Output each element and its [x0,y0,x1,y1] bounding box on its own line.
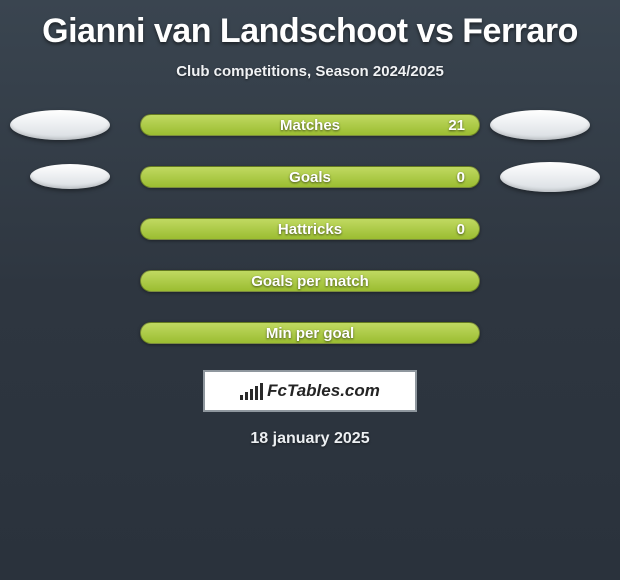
logo-bars-icon [240,382,263,400]
stat-bar: Matches 21 [140,114,480,136]
stat-label: Goals per match [141,271,479,291]
stat-row: Min per goal [0,318,620,348]
ellipse-left [30,164,110,189]
stats-rows: Matches 21 Goals 0 Hattricks 0 Goals per… [0,98,620,348]
logo-bar [250,389,253,400]
logo-box: FcTables.com [203,370,417,412]
stat-row: Goals per match [0,266,620,296]
logo-bar [245,392,248,400]
stat-label: Matches [141,115,479,135]
logo-text: FcTables.com [267,381,380,401]
ellipse-right [490,110,590,140]
page-subtitle: Club competitions, Season 2024/2025 [0,57,620,98]
stat-bar: Hattricks 0 [140,218,480,240]
date-text: 18 january 2025 [0,412,620,448]
stat-bar: Goals 0 [140,166,480,188]
logo-bar [255,386,258,400]
stat-value-right: 21 [448,115,465,135]
stat-row: Matches 21 [0,110,620,140]
logo-bar [260,383,263,400]
page-title: Gianni van Landschoot vs Ferraro [0,0,620,57]
stat-label: Goals [141,167,479,187]
ellipse-right [500,162,600,192]
stat-value-right: 0 [457,219,465,239]
stat-bar: Goals per match [140,270,480,292]
ellipse-left [10,110,110,140]
stat-row: Goals 0 [0,162,620,192]
stat-label: Min per goal [141,323,479,343]
logo-bar [240,395,243,400]
stat-bar: Min per goal [140,322,480,344]
stat-value-right: 0 [457,167,465,187]
stat-row: Hattricks 0 [0,214,620,244]
stat-label: Hattricks [141,219,479,239]
